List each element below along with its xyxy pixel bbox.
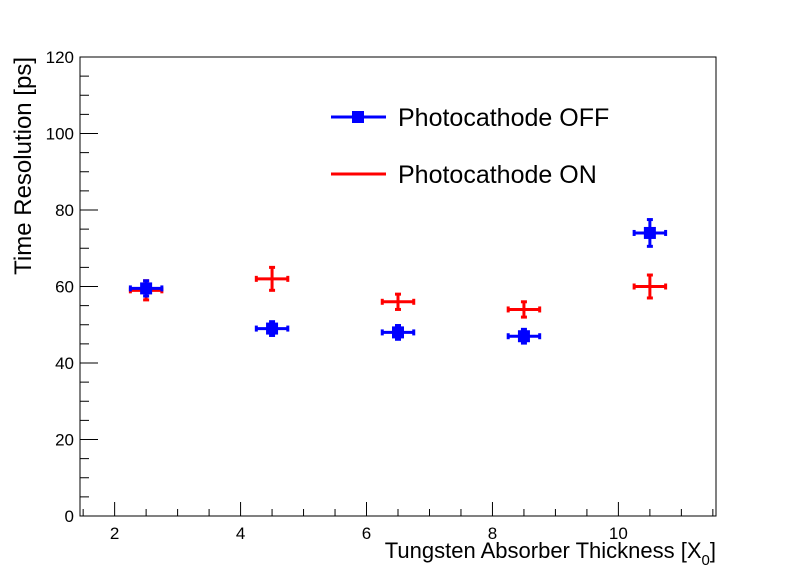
- data-point: [632, 218, 668, 248]
- square-marker: [517, 330, 530, 343]
- data-point: [380, 324, 416, 341]
- y-axis: 0 20 40 60 80 100 120: [46, 48, 98, 526]
- legend-entry: Photocathode ON: [331, 161, 597, 189]
- x-axis-label-suffix: ]: [710, 538, 716, 563]
- x-axis: 2 4 6 8 10: [82, 502, 714, 543]
- y-tick-label: 120: [46, 48, 74, 67]
- data-point: [632, 273, 668, 300]
- legend-marker: [352, 111, 364, 123]
- data-point: [128, 279, 164, 298]
- x-tick-label: 10: [609, 524, 628, 543]
- y-tick-label: 80: [55, 201, 74, 220]
- y-tick-label: 0: [65, 507, 74, 526]
- y-tick-label: 40: [55, 354, 74, 373]
- x-tick-label: 8: [488, 524, 497, 543]
- y-axis-label: Time Resolution [ps]: [10, 57, 37, 275]
- square-marker: [392, 326, 404, 339]
- x-axis-label-subscript: 0: [702, 552, 710, 569]
- series-layer: [128, 218, 668, 345]
- data-point: [254, 265, 290, 292]
- square-marker: [643, 226, 656, 239]
- data-point: [506, 327, 542, 345]
- x-axis-label-main: Tungsten Absorber Thickness [X: [385, 538, 702, 563]
- legend-label: Photocathode ON: [398, 161, 597, 189]
- x-tick-label: 6: [362, 524, 371, 543]
- y-tick-label: 20: [55, 431, 74, 450]
- series-photocathode-off: [128, 218, 668, 345]
- x-axis-label: Tungsten Absorber Thickness [X0]: [385, 538, 716, 569]
- square-marker: [266, 322, 279, 335]
- data-point: [506, 300, 542, 319]
- legend-label: Photocathode OFF: [398, 104, 609, 132]
- y-tick-label: 100: [46, 125, 74, 144]
- legend-entry: Photocathode OFF: [331, 104, 609, 132]
- x-tick-label: 4: [236, 524, 245, 543]
- data-point: [254, 320, 290, 337]
- data-point: [380, 292, 416, 311]
- square-marker: [140, 282, 153, 295]
- legend: Photocathode OFF Photocathode ON: [331, 104, 609, 189]
- y-tick-label: 60: [55, 278, 74, 297]
- x-tick-label: 2: [110, 524, 119, 543]
